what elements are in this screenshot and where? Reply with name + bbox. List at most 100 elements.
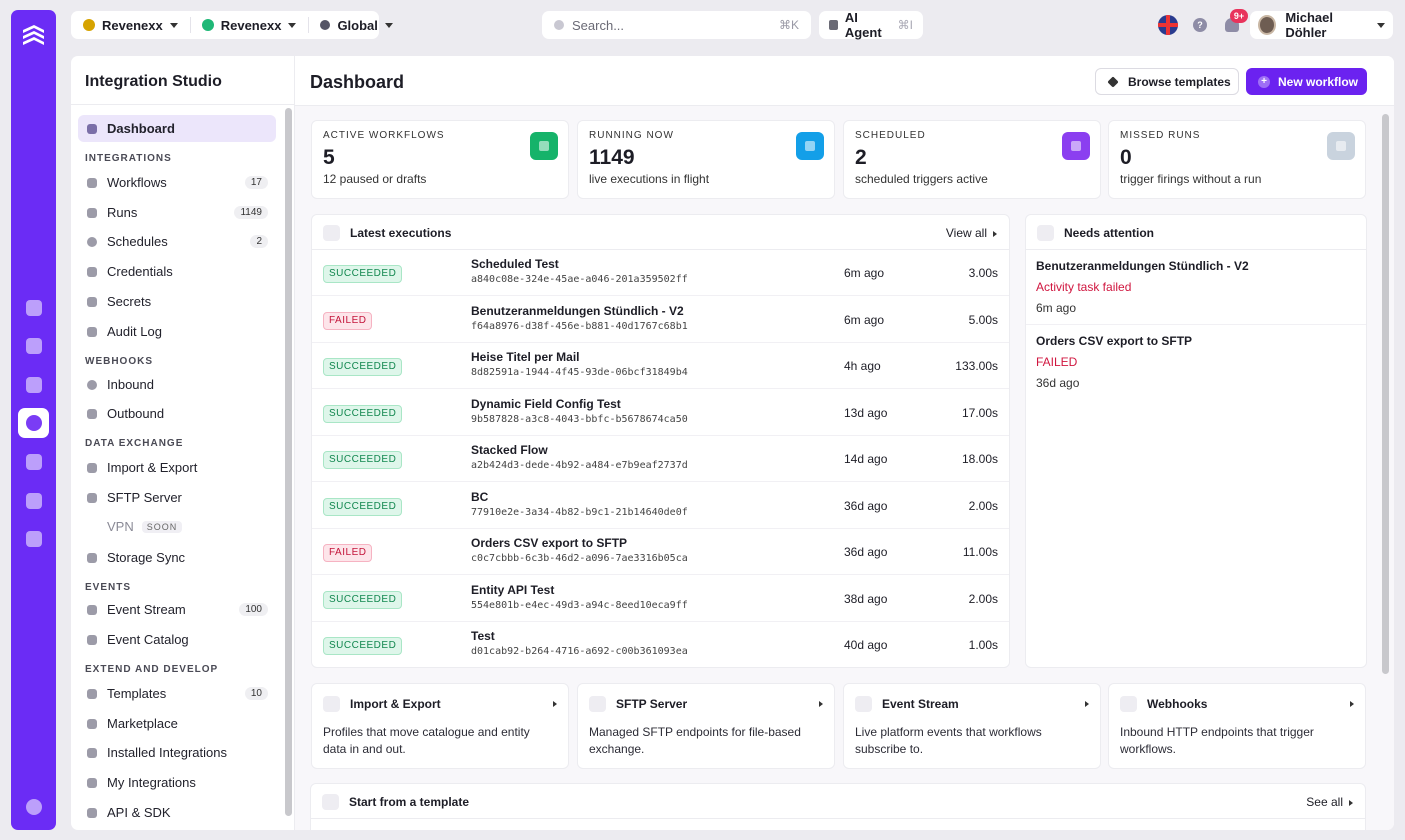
table-row[interactable]: SUCCEEDED Dynamic Field Config Test 9b5878… — [312, 390, 1009, 436]
tenant-dropdown[interactable]: Revenexx — [189, 11, 309, 39]
execution-id: d01cab92-b264-4716-a692-c00b361093ea — [471, 646, 688, 657]
execution-time-ago: 40d ago — [844, 638, 888, 652]
table-row[interactable]: SUCCEEDED Stacked Flow a2b424d3-dede-4b92-… — [312, 436, 1009, 482]
content-scrollbar[interactable] — [1382, 114, 1389, 674]
main-panel: Integration Studio Dashboard INTEGRATION… — [71, 56, 1394, 830]
table-row[interactable]: SUCCEEDED BC 77910e2e-3a34-4b82-b9c1-21b14… — [312, 483, 1009, 529]
integration-studio-icon[interactable] — [18, 408, 49, 438]
analytics-icon[interactable] — [18, 370, 49, 400]
status-badge: SUCCEEDED — [323, 265, 403, 283]
dashboard-content: Dashboard Browse templates + New workflo… — [295, 56, 1394, 830]
apps-grid-icon[interactable] — [18, 486, 49, 516]
attention-item[interactable]: Orders CSV export to SFTP FAILED 36d ago — [1036, 334, 1193, 390]
sidebar-item-api-sdk[interactable]: API & SDK — [78, 799, 276, 826]
browse-templates-button[interactable]: Browse templates — [1095, 68, 1239, 95]
help-icon[interactable]: ? — [1193, 18, 1207, 32]
clock-stat-icon — [1062, 132, 1090, 160]
search-icon — [554, 20, 564, 30]
organization-dropdown[interactable]: Revenexx — [71, 11, 190, 39]
execution-id: 9b587828-a3c8-4043-bbfc-b5678674ca50 — [471, 413, 688, 425]
sidebar-item-storage-sync[interactable]: Storage Sync — [78, 544, 276, 571]
table-row[interactable]: FAILED Orders CSV export to SFTP c0c7cbbb-… — [312, 529, 1009, 575]
execution-duration: 2.00s — [968, 498, 998, 513]
key-icon — [87, 296, 97, 307]
execution-id: 554e801b-e4ec-49d3-a94c-8eed10eca9ff — [471, 599, 688, 611]
layers-icon[interactable] — [18, 331, 49, 361]
sidebar-item-outbound[interactable]: Outbound — [78, 400, 276, 427]
execution-time-ago: 6m ago — [844, 312, 885, 327]
sidebar-item-runs[interactable]: Runs 1149 — [78, 199, 276, 226]
language-flag-icon[interactable] — [1158, 15, 1178, 35]
table-row[interactable]: SUCCEEDED Heise Titel per Mail 8d82591a-19… — [312, 343, 1009, 389]
execution-time-ago: 6m ago — [844, 266, 885, 280]
execution-duration: 18.00s — [961, 452, 998, 466]
stat-scheduled[interactable]: SCHEDULED 2 scheduled triggers active — [843, 120, 1101, 199]
tenant-logo-icon — [201, 19, 214, 31]
sidebar-item-import-export[interactable]: Import & Export — [78, 454, 276, 481]
app-logo-icon[interactable] — [20, 24, 47, 51]
page-header: Dashboard Browse templates + New workflo… — [295, 56, 1394, 106]
start-from-template-card: Start from a template See all — [310, 783, 1366, 830]
lightning-icon[interactable] — [18, 447, 49, 477]
section-events: EVENTS — [85, 582, 132, 593]
execution-time-ago: 13d ago — [844, 405, 888, 420]
sidebar-item-schedules[interactable]: Schedules 2 — [78, 228, 276, 255]
sidebar-item-event-catalog[interactable]: Event Catalog — [78, 626, 276, 653]
table-row[interactable]: SUCCEEDED Test d01cab92-b264-4716-a692-c00… — [312, 622, 1009, 668]
sidebar-item-credentials[interactable]: Credentials — [78, 258, 276, 285]
chevron-down-icon — [384, 22, 393, 28]
sidebar-item-vpn[interactable]: VPN SOON — [78, 513, 276, 540]
clock-icon — [87, 236, 97, 247]
execution-name: Scheduled Test — [471, 257, 559, 271]
sidebar-item-inbound[interactable]: Inbound — [78, 371, 276, 398]
view-all-link[interactable]: View all — [946, 226, 997, 240]
stat-missed-runs[interactable]: MISSED RUNS 0 trigger firings without a … — [1108, 120, 1366, 199]
stat-active-workflows[interactable]: ACTIVE WORKFLOWS 5 12 paused or drafts — [311, 120, 569, 199]
sidebar-item-my-integrations[interactable]: My Integrations — [78, 769, 276, 796]
sidebar-item-audit-log[interactable]: Audit Log — [78, 318, 276, 345]
home-icon[interactable] — [18, 293, 49, 323]
quick-link-webhooks[interactable]: Webhooks Inbound HTTP endpoints that tri… — [1108, 683, 1366, 769]
needs-attention-card: Needs attention Benutzeranmeldungen Stün… — [1025, 214, 1367, 668]
sidebar-scrollbar[interactable] — [285, 108, 292, 816]
global-search-input[interactable]: Search... ⌘K — [542, 11, 811, 39]
see-all-link[interactable]: See all — [1306, 795, 1353, 809]
new-workflow-button[interactable]: + New workflow — [1246, 68, 1367, 95]
sidebar-item-dashboard[interactable]: Dashboard — [78, 115, 276, 142]
sidebar: Integration Studio Dashboard INTEGRATION… — [71, 56, 295, 830]
webhook-icon — [1120, 696, 1137, 712]
execution-name: Dynamic Field Config Test — [471, 396, 621, 411]
table-row[interactable]: SUCCEEDED Scheduled Test a840c08e-324e-45a… — [312, 250, 1009, 296]
ai-agent-button[interactable]: AI Agent ⌘I — [819, 10, 923, 40]
quick-link-event-stream[interactable]: Event Stream Live platform events that w… — [843, 683, 1101, 769]
user-menu[interactable]: Michael Döhler — [1250, 10, 1393, 40]
quick-link-sftp-server[interactable]: SFTP Server Managed SFTP endpoints for f… — [577, 683, 835, 769]
package-icon — [87, 777, 97, 788]
cube-icon[interactable] — [18, 524, 49, 554]
stat-running-now[interactable]: RUNNING NOW 1149 live executions in flig… — [577, 120, 835, 199]
settings-gear-icon[interactable] — [18, 792, 49, 822]
sidebar-item-workflows[interactable]: Workflows 17 — [78, 169, 276, 196]
sidebar-item-templates[interactable]: Templates 10 — [78, 680, 276, 707]
puzzle-icon — [322, 794, 339, 810]
count-badge: 1149 — [234, 206, 268, 219]
event-stream-icon — [87, 604, 97, 615]
server-icon — [87, 492, 97, 503]
attention-item[interactable]: Benutzeranmeldungen Stündlich - V2 Activ… — [1026, 250, 1366, 325]
table-row[interactable]: SUCCEEDED Entity API Test 554e801b-e4ec-49… — [312, 576, 1009, 622]
sidebar-item-sftp-server[interactable]: SFTP Server — [78, 484, 276, 511]
status-badge: SUCCEEDED — [323, 497, 403, 516]
sidebar-item-installed-integrations[interactable]: Installed Integrations — [78, 739, 276, 766]
execution-time-ago: 36d ago — [844, 545, 888, 559]
region-dropdown[interactable]: Global — [308, 11, 404, 39]
event-stream-icon — [855, 696, 872, 712]
sidebar-item-secrets[interactable]: Secrets — [78, 288, 276, 315]
quick-link-import-export[interactable]: Import & Export Profiles that move catal… — [311, 683, 569, 769]
section-integrations: INTEGRATIONS — [85, 153, 172, 164]
vpn-lock-icon — [87, 521, 97, 532]
sidebar-item-event-stream[interactable]: Event Stream 100 — [78, 596, 276, 623]
execution-id: a840c08e-324e-45ae-a046-201a359502ff — [471, 274, 688, 285]
section-webhooks: WEBHOOKS — [85, 356, 153, 367]
table-row[interactable]: FAILED Benutzeranmeldungen Stündlich - V2… — [312, 297, 1009, 343]
sidebar-item-marketplace[interactable]: Marketplace — [78, 710, 276, 737]
